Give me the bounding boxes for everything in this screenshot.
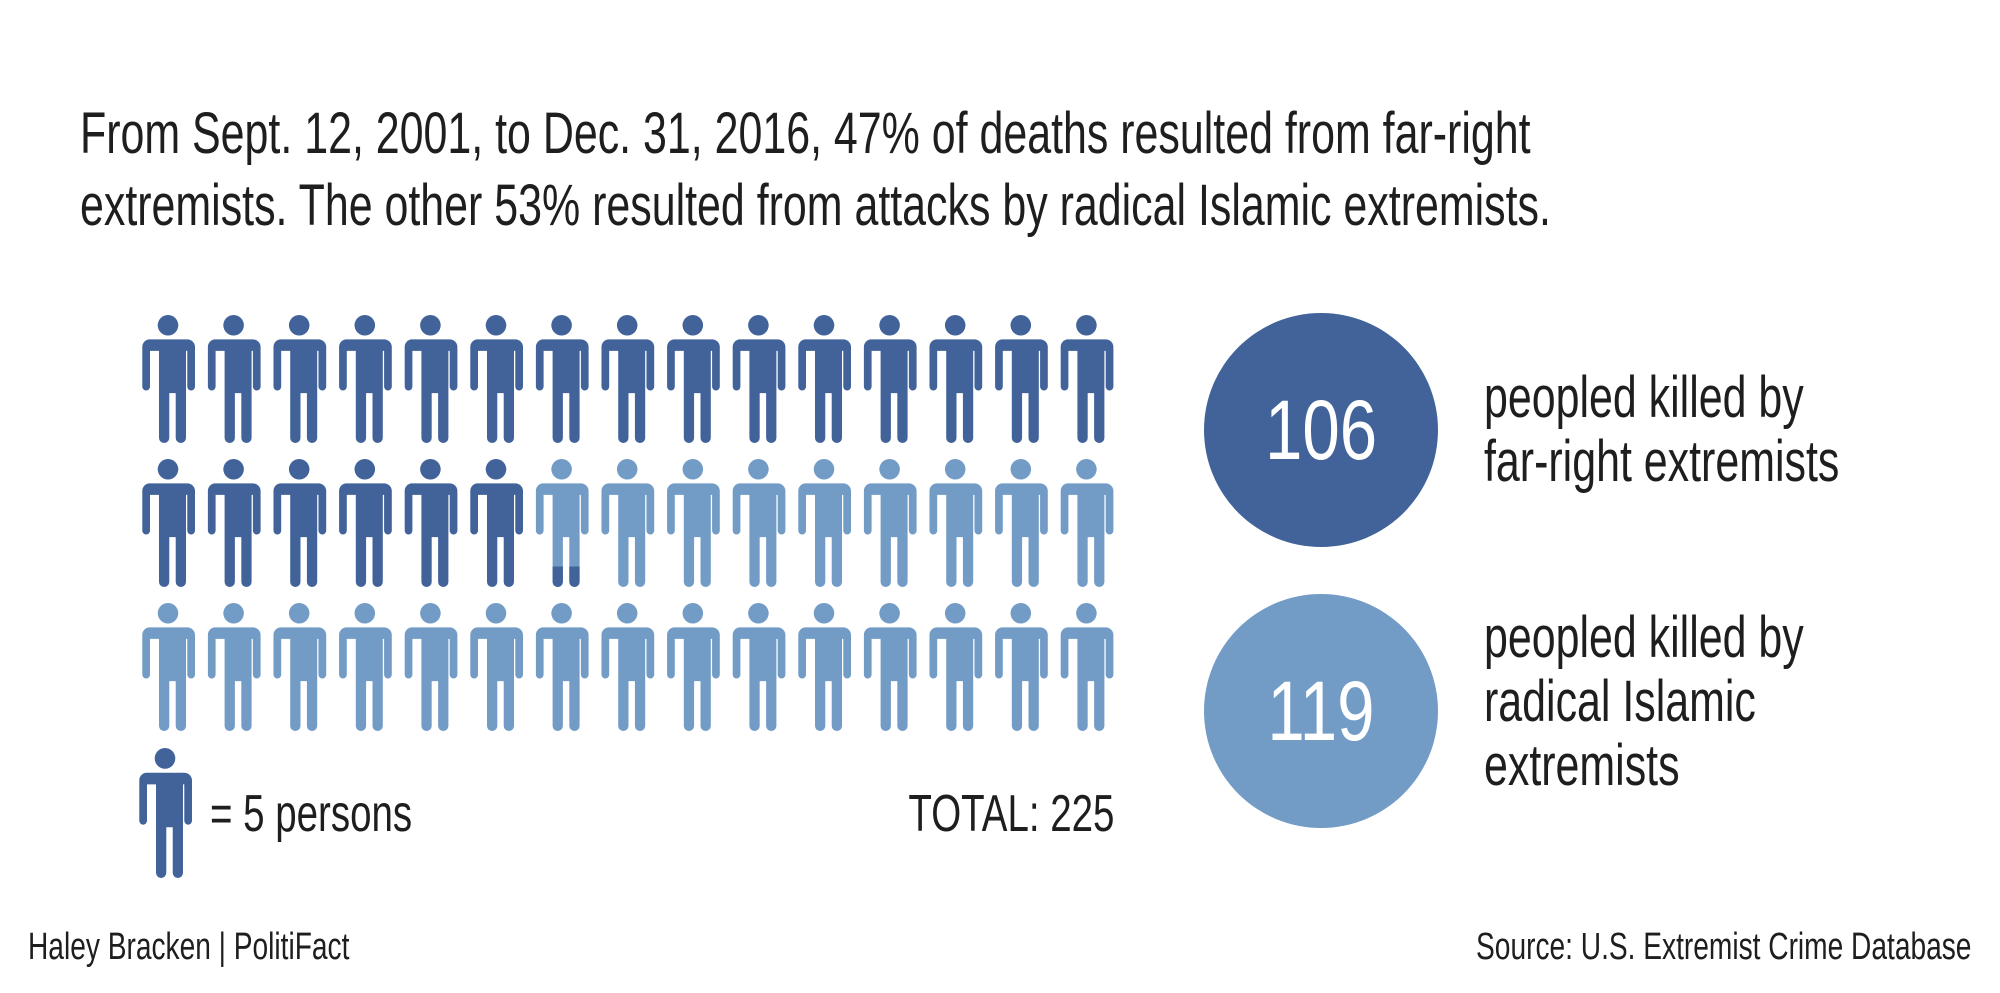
person-icon-islamic: [601, 459, 655, 587]
source-text: Source: U.S. Extremist Crime Database: [1475, 926, 1971, 968]
person-icon-islamic: [863, 603, 917, 731]
person-icon-far-right: [863, 315, 917, 443]
credit-text: Haley Bracken | PolitiFact: [28, 926, 350, 968]
person-icon-far-right: [601, 315, 655, 443]
person-icon-islamic: [1060, 459, 1114, 587]
person-icon-islamic: [929, 459, 983, 587]
person-icon-islamic: [863, 459, 917, 587]
person-icon-far-right: [339, 459, 392, 587]
person-icon-far-right: [995, 315, 1048, 443]
person-icon-far-right: [1060, 315, 1114, 443]
person-icon-islamic: [535, 603, 589, 731]
person-icon-far-right: [339, 315, 392, 443]
legend-text: = 5 persons: [210, 785, 413, 843]
person-icon-islamic: [404, 603, 458, 731]
source: Source: U.S. Extremist Crime Database: [1302, 925, 1971, 969]
islamic-count-circle: 119: [1204, 594, 1438, 828]
legend-person-icon: [139, 748, 192, 878]
person-icon-islamic: [535, 459, 589, 587]
person-icon-islamic: [273, 603, 327, 731]
legend-label: = 5 persons: [210, 784, 483, 844]
headline: From Sept. 12, 2001, to Dec. 31, 2016, 4…: [80, 98, 2000, 242]
far-right-count: 106: [1264, 382, 1378, 477]
person-icon-far-right: [732, 315, 786, 443]
person-icon-far-right: [470, 315, 523, 443]
islamic-label: peopled killed by radical Islamic extrem…: [1484, 606, 1916, 798]
far-right-label-line: far-right extremists: [1484, 429, 1840, 494]
islamic-label-line: extremists: [1484, 733, 1680, 798]
person-icon-far-right: [535, 315, 589, 443]
islamic-label-line: peopled killed by: [1484, 605, 1804, 670]
person-icon-far-right: [207, 459, 261, 587]
person-icon-islamic: [142, 603, 195, 731]
total-text: TOTAL: 225: [907, 785, 1114, 843]
person-icon-far-right: [273, 315, 327, 443]
person-icon-islamic: [470, 603, 523, 731]
headline-line-1: From Sept. 12, 2001, to Dec. 31, 2016, 4…: [80, 101, 1531, 166]
far-right-label: peopled killed by far-right extremists: [1484, 366, 1964, 494]
person-icon-far-right: [798, 315, 851, 443]
person-icon-islamic: [798, 603, 851, 731]
person-icon-far-right: [929, 315, 983, 443]
far-right-label-line: peopled killed by: [1484, 365, 1804, 430]
person-icon-islamic: [929, 603, 983, 731]
person-icon-far-right: [404, 459, 458, 587]
person-icon-islamic: [1060, 603, 1114, 731]
person-icon-far-right: [273, 459, 327, 587]
headline-line-2: extremists. The other 53% resulted from …: [80, 173, 1551, 238]
person-icon-far-right: [667, 315, 720, 443]
total-label: TOTAL: 225: [836, 784, 1114, 844]
credit: Haley Bracken | PolitiFact: [28, 925, 462, 969]
person-icon-partial-far-right: [552, 566, 580, 587]
person-icon-islamic: [601, 603, 655, 731]
person-icon-islamic: [732, 459, 786, 587]
person-icon-far-right: [207, 315, 261, 443]
person-icon-islamic: [798, 459, 851, 587]
person-icon-far-right: [404, 315, 458, 443]
person-icon-islamic: [667, 459, 720, 587]
person-icon-islamic: [339, 603, 392, 731]
person-icon-far-right: [142, 459, 195, 587]
islamic-label-line: radical Islamic: [1484, 669, 1756, 734]
partial-fill: [552, 566, 580, 587]
far-right-count-circle: 106: [1204, 313, 1438, 547]
person-icon-islamic: [732, 603, 786, 731]
person-icon-islamic: [207, 603, 261, 731]
person-icon-far-right: [470, 459, 523, 587]
islamic-count: 119: [1267, 663, 1375, 758]
person-icon-islamic: [995, 459, 1048, 587]
person-icon-far-right: [142, 315, 195, 443]
person-icon-islamic: [667, 603, 720, 731]
person-icon-islamic: [995, 603, 1048, 731]
